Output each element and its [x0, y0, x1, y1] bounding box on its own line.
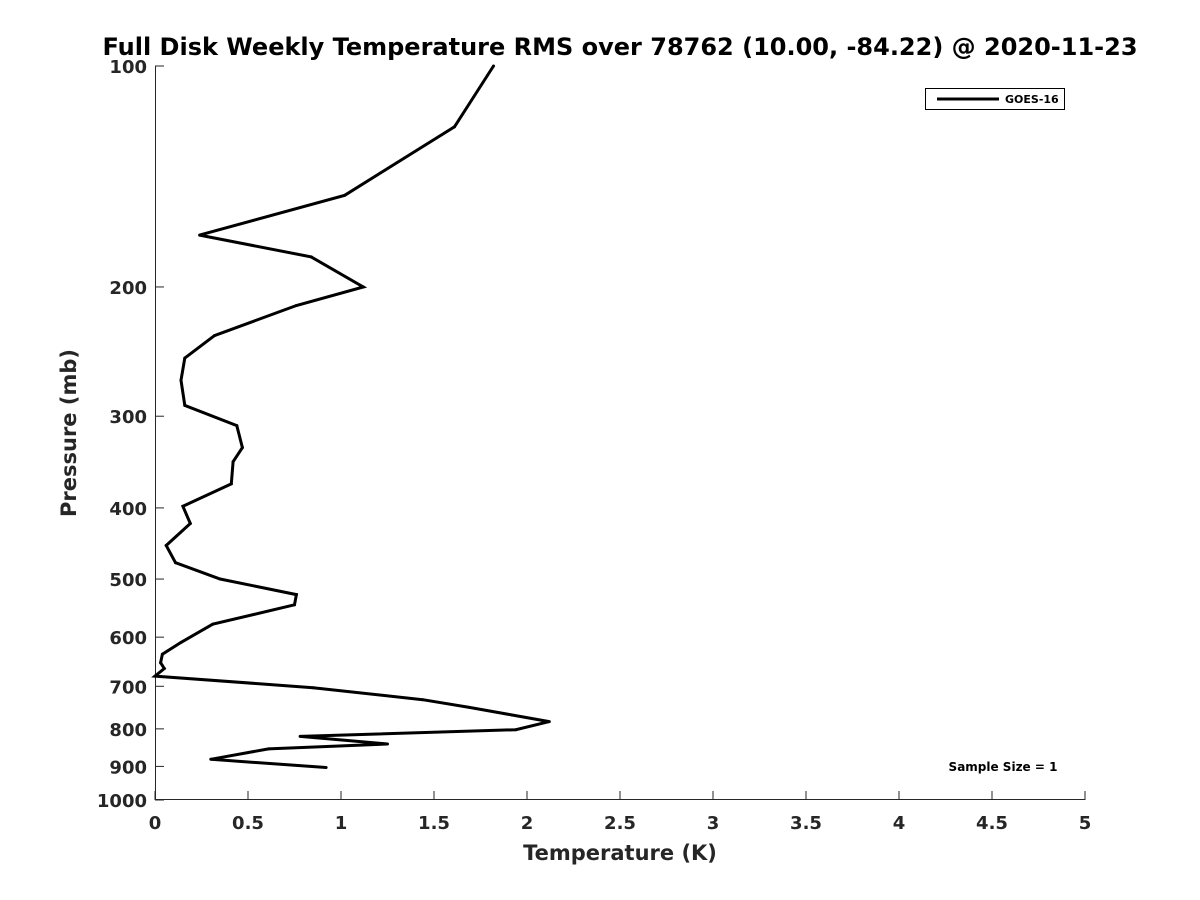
- x-tick-label: 4: [893, 813, 906, 834]
- data-point: [159, 661, 163, 665]
- y-tick-label: 500: [109, 570, 147, 591]
- data-point: [231, 460, 235, 464]
- data-point: [361, 285, 365, 289]
- x-tick-label: 1: [335, 813, 348, 834]
- x-tick-label: 0: [149, 813, 162, 834]
- data-point: [267, 747, 270, 751]
- data-point: [467, 705, 471, 709]
- x-tick-label: 1.5: [418, 813, 450, 834]
- data-point: [218, 577, 222, 581]
- y-tick-label: 600: [109, 628, 147, 649]
- x-tick-label: 4.5: [976, 813, 1008, 834]
- data-point: [343, 193, 347, 197]
- y-tick-label: 900: [109, 757, 147, 778]
- x-tick-label: 3.5: [790, 813, 822, 834]
- y-tick-label: 200: [109, 278, 147, 299]
- x-tick-label: 5: [1079, 813, 1092, 834]
- data-point: [386, 742, 389, 746]
- data-point: [453, 125, 456, 129]
- data-point: [160, 652, 164, 656]
- data-point: [174, 561, 177, 565]
- data-point: [179, 378, 183, 382]
- y-tick-label: 700: [109, 677, 147, 698]
- x-tick-label: 0.5: [232, 813, 264, 834]
- x-tick-label: 2.5: [604, 813, 636, 834]
- data-point: [211, 622, 215, 626]
- y-ticks: 100 200 300 400 500 600 700 800 900 1000: [97, 57, 164, 812]
- data-point: [183, 356, 187, 360]
- axes: [155, 66, 1085, 800]
- data-point: [179, 640, 183, 644]
- x-tick-label: 2: [521, 813, 534, 834]
- x-ticks: 0 0.5 1 1.5 2 2.5 3 3.5 4 4.5 5: [149, 791, 1092, 834]
- data-point: [213, 334, 216, 338]
- data-point: [209, 757, 213, 761]
- data-point: [153, 674, 157, 678]
- data-point: [309, 255, 313, 259]
- y-tick-label: 800: [109, 720, 147, 741]
- data-point: [293, 603, 296, 607]
- data-point: [421, 698, 425, 702]
- chart-title: Full Disk Weekly Temperature RMS over 78…: [102, 33, 1137, 61]
- data-point: [294, 304, 298, 307]
- sample-size-annotation: Sample Size = 1: [949, 760, 1058, 774]
- legend-label-goes-16: GOES-16: [1005, 93, 1059, 106]
- data-point: [298, 734, 302, 738]
- y-tick-label: 1000: [97, 791, 147, 812]
- data-point: [514, 728, 518, 732]
- y-tick-label: 300: [109, 407, 147, 428]
- data-point: [240, 446, 244, 450]
- x-tick-label: 3: [707, 813, 720, 834]
- data-point: [294, 593, 298, 597]
- data-point: [183, 403, 187, 407]
- series-line-goes-16: [151, 65, 550, 769]
- data-point: [162, 667, 166, 670]
- data-point: [188, 522, 192, 525]
- plot-area: [151, 64, 551, 769]
- y-tick-label: 400: [109, 499, 147, 520]
- data-point: [492, 64, 495, 68]
- legend: GOES-16: [925, 88, 1065, 110]
- y-axis-label: Pressure (mb): [57, 349, 81, 517]
- data-point: [235, 424, 239, 428]
- data-point: [181, 504, 185, 508]
- data-point: [547, 720, 551, 724]
- data-point: [164, 544, 168, 547]
- data-point: [229, 482, 233, 486]
- data-point: [198, 233, 202, 237]
- data-point: [324, 766, 328, 769]
- y-tick-label: 100: [109, 57, 147, 78]
- x-axis-label: Temperature (K): [523, 841, 717, 865]
- data-point: [311, 686, 315, 690]
- data-point: [510, 713, 514, 717]
